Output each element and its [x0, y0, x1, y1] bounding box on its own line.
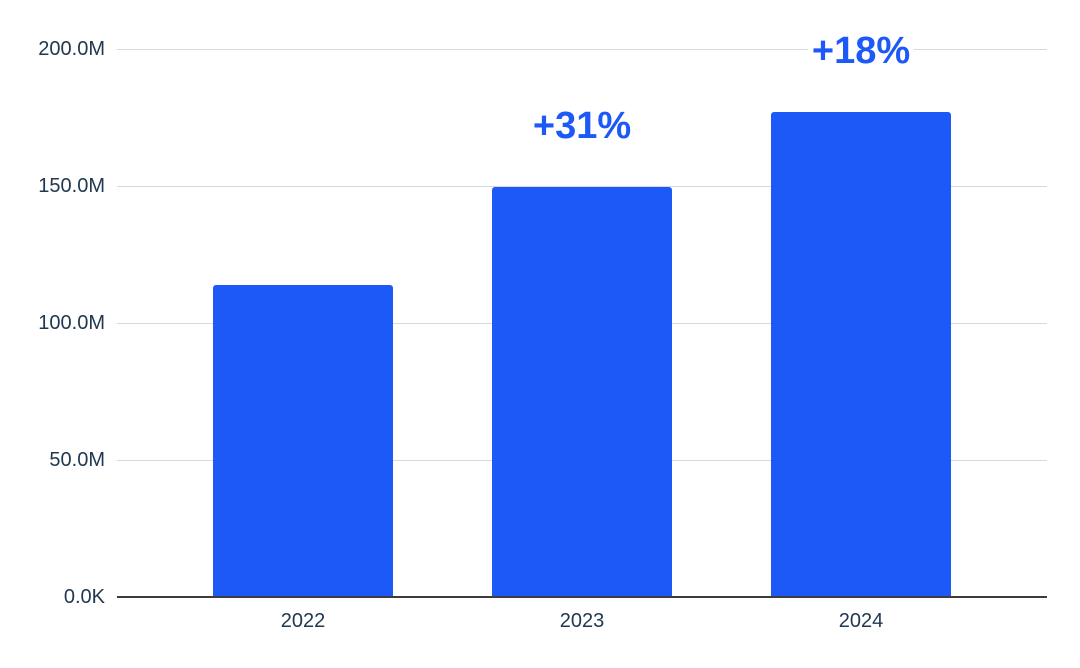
- bar-2022: [212, 284, 394, 597]
- y-tick-label: 200.0M: [38, 38, 105, 60]
- bar-2023: [491, 187, 673, 597]
- x-tick-label-2024: 2024: [838, 610, 884, 632]
- growth-annotation-2023: +31%: [528, 107, 636, 146]
- bar-2024: [770, 112, 952, 597]
- x-tick-label-2023: 2023: [559, 610, 605, 632]
- x-tick-label-2022: 2022: [280, 610, 326, 632]
- plot-area: +31% +18%: [117, 32, 1047, 598]
- growth-annotation-2024: +18%: [807, 32, 915, 71]
- gridline-200.0M: [117, 49, 1047, 50]
- y-tick-label: 100.0M: [38, 312, 105, 334]
- y-tick-label: 50.0M: [49, 449, 105, 471]
- y-tick-label: 0.0K: [63, 586, 105, 608]
- gridline-150.0M: [117, 186, 1047, 187]
- x-axis-line: [117, 596, 1047, 598]
- y-tick-label: 150.0M: [38, 175, 105, 197]
